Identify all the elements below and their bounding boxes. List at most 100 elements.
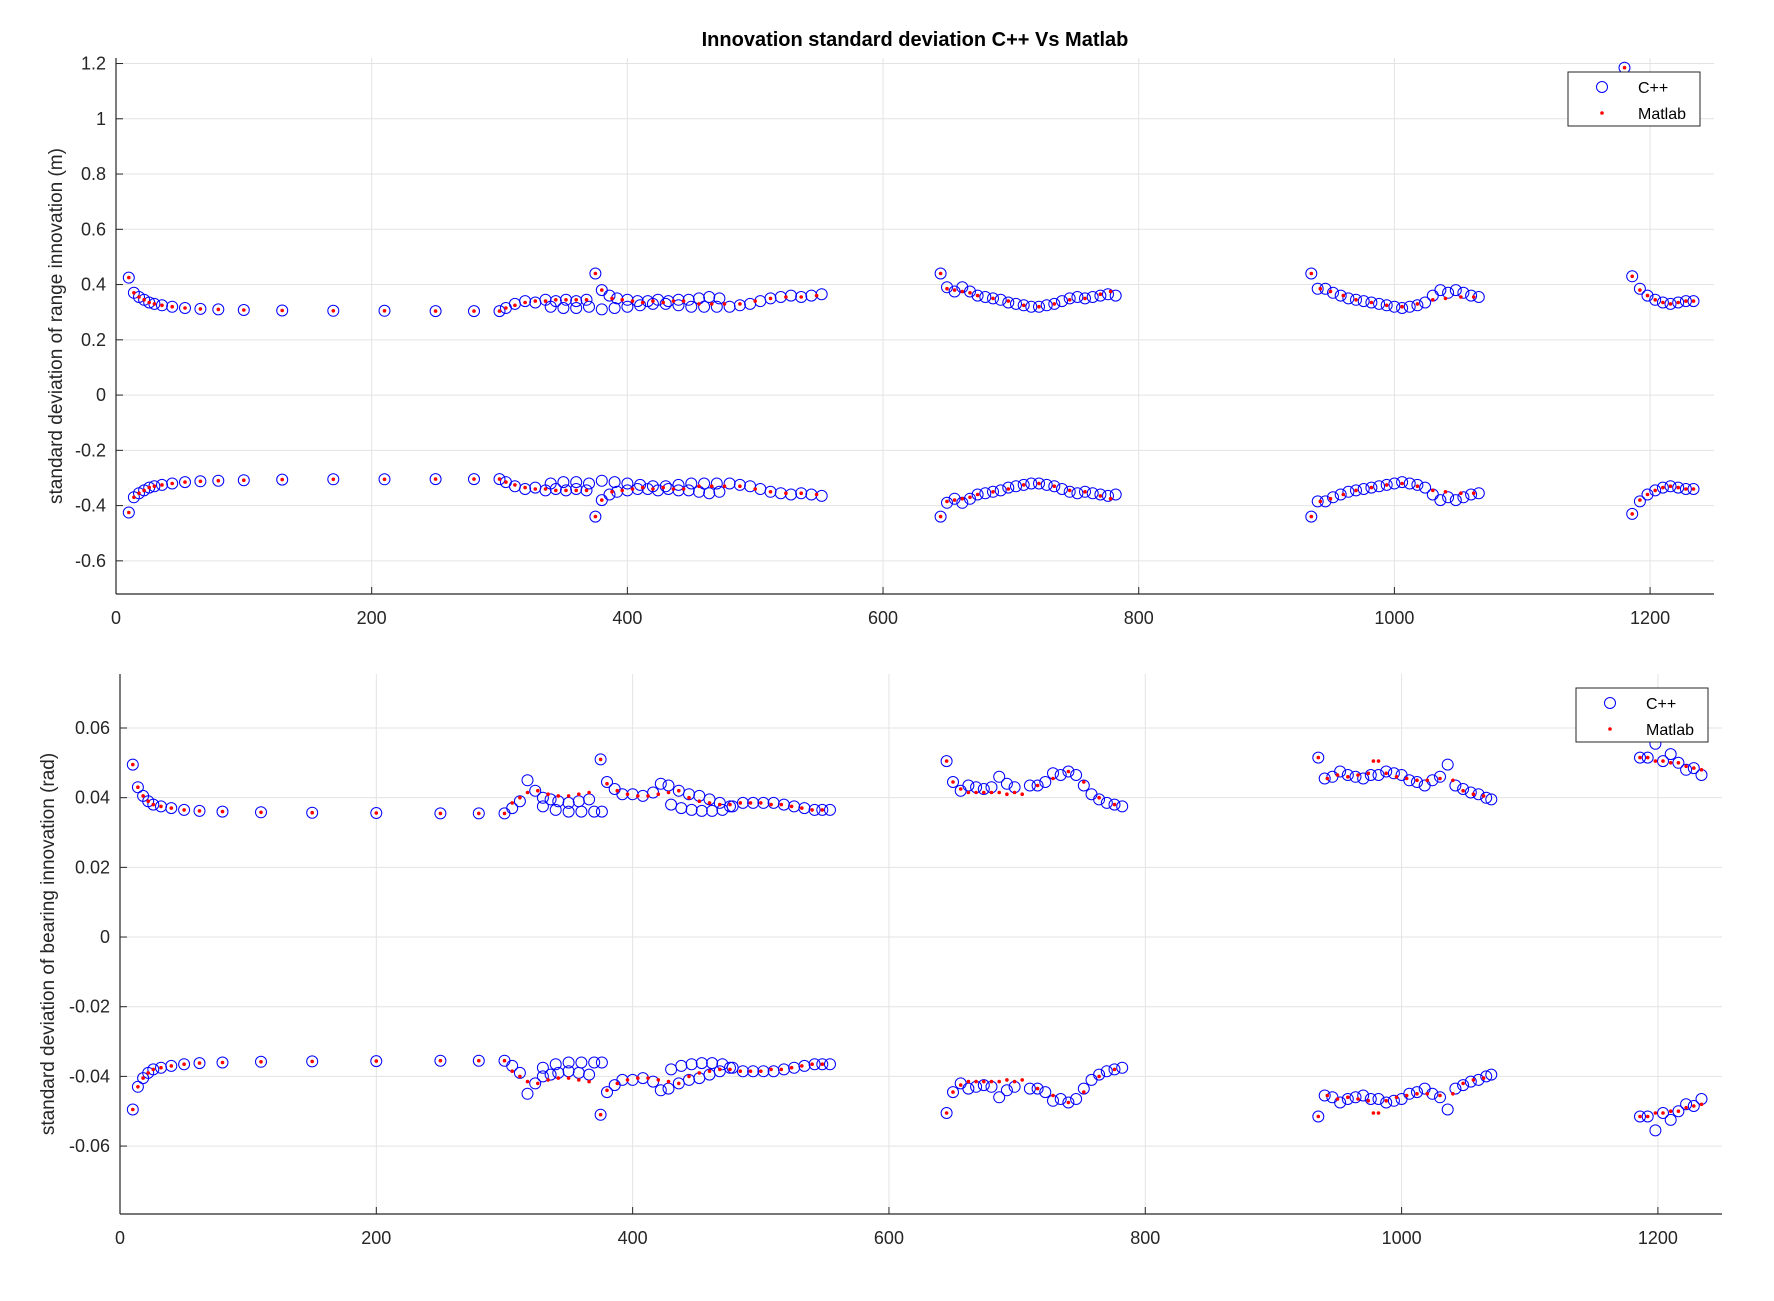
cpp-point <box>306 1055 319 1068</box>
matlab-point <box>159 804 163 809</box>
matlab-point <box>1438 1093 1442 1098</box>
y-tick-label: 0.8 <box>81 164 106 184</box>
cpp-point <box>1349 770 1362 783</box>
matlab-point <box>1653 759 1658 763</box>
matlab-point <box>974 790 978 795</box>
matlab-point <box>136 1085 140 1089</box>
y-tick-label: -0.06 <box>69 1136 110 1156</box>
matlab-point <box>989 1079 994 1084</box>
matlab-point <box>997 1079 1001 1084</box>
cpp-point <box>1411 478 1424 491</box>
matlab-point <box>197 1061 202 1065</box>
cpp-point <box>1002 296 1015 309</box>
cpp-point <box>1023 779 1036 792</box>
matlab-point <box>600 288 604 292</box>
matlab-point <box>1415 778 1419 783</box>
cpp-point <box>1403 477 1416 490</box>
cpp-point <box>1388 477 1401 490</box>
matlab-point <box>477 1058 481 1063</box>
matlab-point <box>587 790 591 795</box>
matlab-point <box>800 806 804 810</box>
cpp-point <box>156 478 168 491</box>
matlab-point <box>1630 274 1634 279</box>
matlab-point <box>1415 484 1420 489</box>
matlab-point <box>1354 298 1358 302</box>
cpp-point <box>557 476 570 489</box>
cpp-point <box>255 1055 267 1068</box>
matlab-point <box>1676 485 1680 490</box>
matlab-point <box>1328 289 1333 294</box>
matlab-point <box>1471 295 1476 299</box>
cpp-point <box>979 487 992 500</box>
matlab-point <box>661 485 665 490</box>
matlab-point <box>974 1079 978 1084</box>
cpp-point <box>1449 779 1462 792</box>
matlab-point <box>1691 299 1696 303</box>
matlab-point <box>620 488 624 493</box>
matlab-point <box>577 1078 581 1082</box>
matlab-point <box>951 780 955 784</box>
matlab-point <box>677 1081 681 1086</box>
cpp-point <box>1365 481 1378 494</box>
cpp-point <box>1441 1103 1454 1116</box>
matlab-point <box>1692 1104 1696 1108</box>
matlab-point <box>938 514 943 519</box>
matlab-point <box>1425 778 1429 783</box>
matlab-point <box>1692 766 1696 770</box>
matlab-point <box>1461 1081 1465 1086</box>
cpp-point <box>934 510 947 523</box>
cpp-point <box>1070 769 1083 781</box>
cpp-point <box>1464 1075 1477 1088</box>
legend-entry-label: Matlab <box>1646 722 1694 739</box>
matlab-point <box>132 495 136 500</box>
matlab-point <box>1471 792 1476 796</box>
cpp-point <box>713 485 726 498</box>
cpp-point <box>1464 786 1477 799</box>
cpp-point <box>1672 296 1685 309</box>
matlab-point <box>718 802 722 807</box>
cpp-point <box>1411 1086 1423 1099</box>
matlab-point <box>1668 761 1673 765</box>
matlab-point <box>523 300 527 305</box>
matlab-point <box>1082 1090 1086 1094</box>
cpp-point <box>824 1058 836 1071</box>
cpp-point <box>1657 755 1669 768</box>
matlab-point <box>146 1071 150 1075</box>
matlab-point <box>510 801 514 805</box>
matlab-point <box>1459 295 1463 299</box>
matlab-point <box>697 302 701 306</box>
cpp-point <box>682 484 695 497</box>
cpp-point <box>1485 1068 1498 1081</box>
cpp-point <box>570 476 583 489</box>
matlab-point <box>1341 492 1346 497</box>
matlab-point <box>960 289 965 294</box>
legend-box <box>1567 71 1701 127</box>
matlab-point <box>566 794 571 798</box>
matlab-point <box>605 1088 609 1093</box>
cpp-point <box>1687 295 1700 308</box>
matlab-point <box>1425 1092 1429 1096</box>
matlab-point <box>513 483 517 487</box>
y-tick-label: 0.2 <box>81 330 106 350</box>
matlab-point <box>182 808 186 812</box>
matlab-point <box>952 498 957 502</box>
matlab-point <box>991 490 995 494</box>
cpp-point <box>659 297 672 310</box>
matlab-point <box>1471 491 1476 496</box>
matlab-point <box>1376 1111 1381 1115</box>
cpp-point <box>1017 299 1030 312</box>
cpp-point <box>1062 765 1075 778</box>
cpp-point <box>255 806 267 819</box>
cpp-point <box>1687 483 1700 495</box>
cpp-point <box>685 300 698 313</box>
matlab-point <box>1037 304 1041 309</box>
matlab-point <box>160 483 164 487</box>
cpp-point <box>1040 299 1053 312</box>
matlab-point <box>656 1078 661 1082</box>
cpp-point <box>824 803 836 816</box>
cpp-point <box>370 807 383 819</box>
matlab-point <box>799 491 803 496</box>
matlab-point <box>220 809 225 814</box>
matlab-point <box>1661 300 1665 305</box>
cpp-point <box>1025 477 1038 490</box>
